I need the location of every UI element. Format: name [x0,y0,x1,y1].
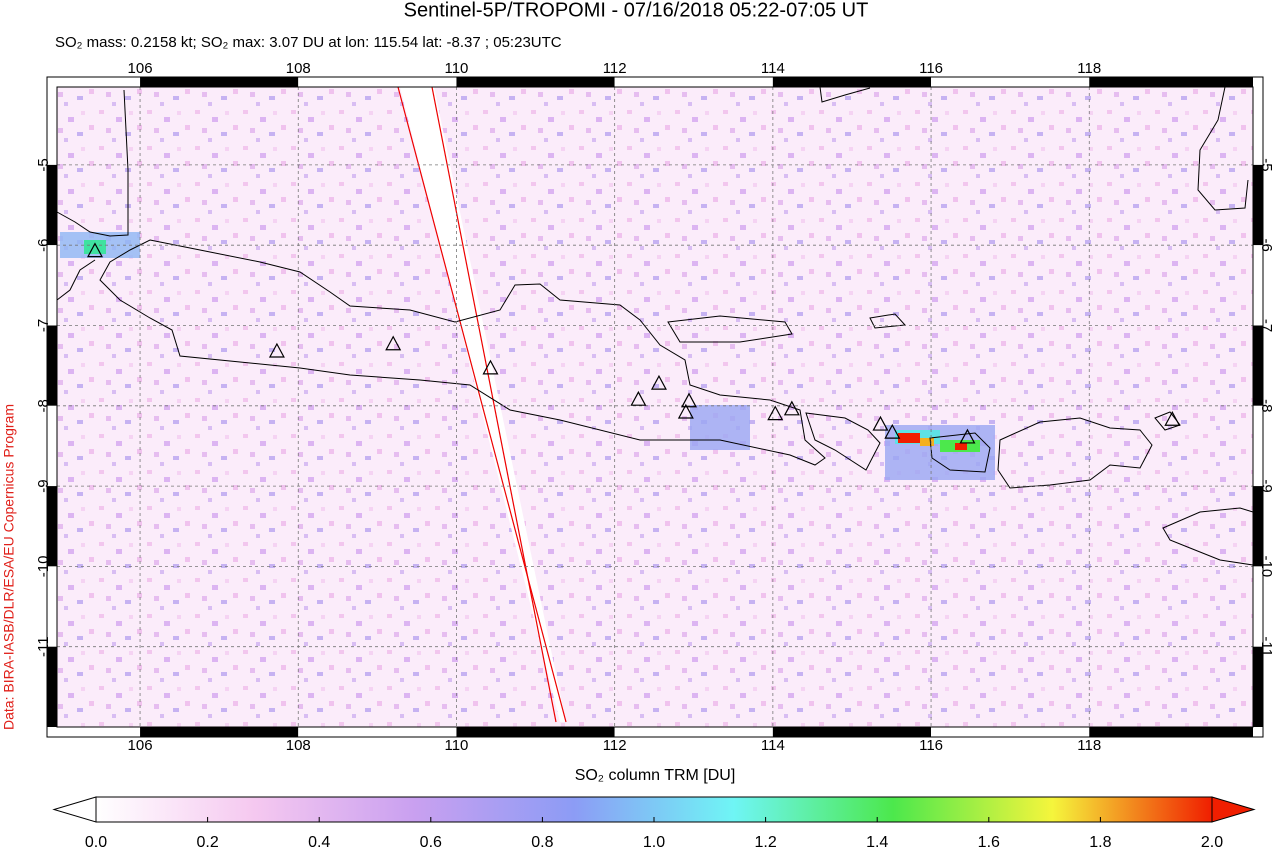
volcano [677,403,694,419]
volcano [482,359,499,375]
title: Sentinel-5P/TROPOMI - 07/16/2018 05:22-0… [404,0,869,21]
frame-bar [931,77,1090,87]
x-tick-label: 114 [761,60,785,77]
y-tick-label: -10 [35,556,52,578]
x-tick-label: 112 [603,60,627,77]
volcano [650,374,667,390]
volcano [884,423,901,439]
frame-bar [47,164,57,246]
frame-bar [1253,87,1263,165]
frame-bar [1253,566,1263,647]
volcano [681,392,698,408]
y-tick-label: -7 [1258,319,1272,332]
colorbar-tick-label: 1.4 [866,834,888,851]
frame-bar [47,646,57,727]
volcano [1164,410,1181,426]
credit: Data: BIRA-IASB/DLR/ESA/EU Copernicus Pr… [1,404,17,730]
colorbar-tick-label: 0.0 [85,834,107,851]
colorbar-tick-label: 1.2 [754,834,776,851]
colorbar-arrow [1211,796,1256,823]
swath-edge [431,86,557,723]
coastlines [56,86,1254,566]
y-tick-label: -5 [1258,158,1272,171]
x-tick-label: 114 [761,737,785,754]
frame-bar [1253,325,1263,406]
y-tick-label: -11 [35,636,52,657]
colorbar-tick-label: 0.2 [196,834,218,851]
frame-bar [47,566,57,647]
x-tick-label: 110 [444,737,468,754]
y-tick-label: -7 [35,319,52,332]
y-tick-label: -8 [35,399,52,412]
colorbar-tick-label: 0.4 [308,834,330,851]
y-tick-label: -9 [35,479,52,492]
volcano [872,415,889,431]
colorbar-tick-label: 2.0 [1201,834,1223,851]
frame-bar [931,727,1090,737]
frame-bar [47,486,57,567]
colorbar-tick-label: 1.6 [978,834,1000,851]
y-tick-label: -6 [35,239,52,252]
y-tick-label: -10 [1258,556,1272,578]
x-tick-label: 106 [128,60,153,77]
x-tick-label: 116 [919,60,943,77]
frame-bar [772,77,932,87]
swath-edge [397,86,567,723]
frame-bar [140,727,299,737]
frame-bar [614,77,773,87]
x-tick-label: 112 [603,737,627,754]
x-tick-label: 118 [1077,60,1101,77]
frame-bar [1089,77,1253,87]
frame-bar [47,245,57,326]
volcano [268,342,285,358]
volcano [767,405,784,421]
frame-bar [1253,405,1263,487]
frame [46,76,1264,738]
volcano [959,428,976,444]
colorbar-tick-label: 1.0 [643,834,665,851]
volcano [385,335,402,351]
frame-bar [456,77,615,87]
frame-bar [47,405,57,487]
y-tick-label: -6 [1258,239,1272,252]
colorbar-tick-label: 0.8 [531,834,553,851]
y-tick-label: -11 [1258,636,1272,657]
volcano [783,400,800,416]
colorbar-tick-label: 0.6 [420,834,442,851]
frame-bar [456,727,615,737]
map-background [57,87,1253,727]
subtitle: SO₂ mass: 0.2158 kt; SO₂ max: 3.07 DU at… [55,34,562,51]
frame-bar [57,77,141,87]
frame-bar [1089,727,1253,737]
map-area [56,86,1254,727]
frame-bar [1253,486,1263,567]
y-tick-label: -5 [35,158,52,171]
frame-bar [298,727,457,737]
x-tick-label: 118 [1077,737,1101,754]
frame-bar [1253,245,1263,326]
frame-bar [772,727,932,737]
frame-bar [1253,646,1263,727]
x-tick-label: 108 [286,737,311,754]
frame-bar [140,77,299,87]
y-tick-label: -9 [1258,479,1272,492]
frame [56,86,1254,728]
colorbar-label: SO₂ column TRM [DU] [575,767,736,784]
frame-bar [614,727,773,737]
colorbar-arrow [52,796,97,823]
x-tick-label: 110 [444,60,468,77]
x-tick-label: 106 [128,737,153,754]
frame-bar [298,77,457,87]
colorbar-tick-label: 1.8 [1089,834,1111,851]
volcano [86,242,103,258]
x-tick-label: 108 [286,60,311,77]
frame-bar [57,727,141,737]
volcano [630,390,647,406]
x-tick-label: 116 [919,737,943,754]
y-tick-label: -8 [1258,399,1272,412]
frame-bar [1253,164,1263,246]
frame-bar [47,87,57,165]
frame-bar [47,325,57,406]
